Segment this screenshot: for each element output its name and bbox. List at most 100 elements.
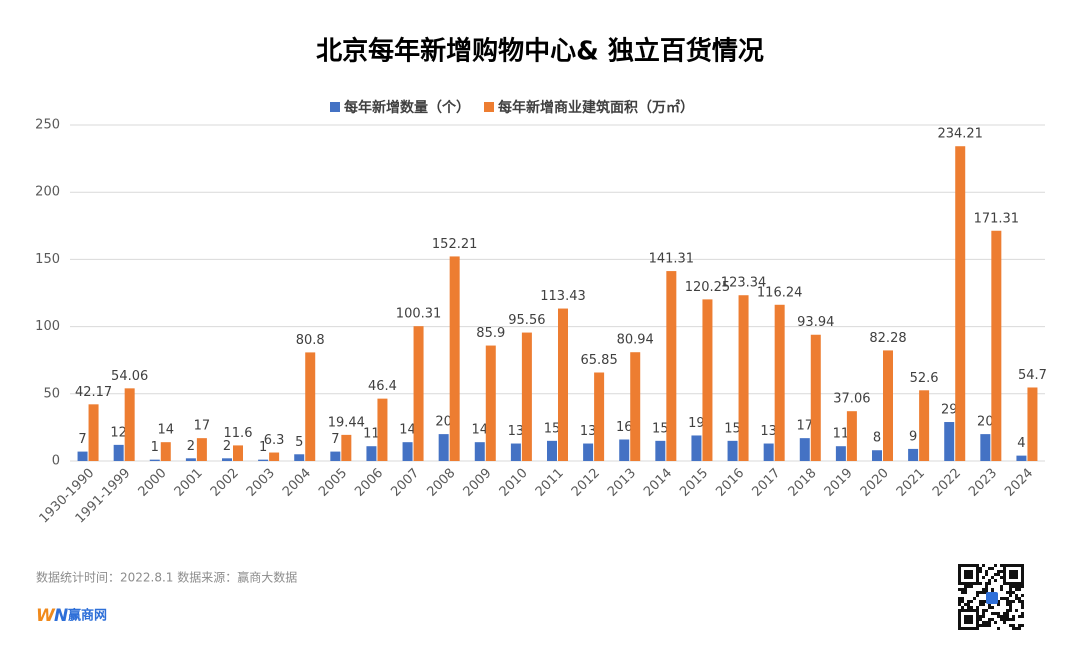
qr-cell xyxy=(958,612,961,615)
x-tick-label: 2012 xyxy=(569,466,603,500)
qr-cell xyxy=(997,573,1000,576)
qr-cell xyxy=(1021,579,1024,582)
qr-cell xyxy=(1009,606,1012,609)
qr-cell xyxy=(1000,576,1003,579)
qr-cell xyxy=(1003,573,1006,576)
qr-cell xyxy=(1006,600,1009,603)
qr-cell xyxy=(991,576,994,579)
qr-cell xyxy=(1009,585,1012,588)
qr-cell xyxy=(958,618,961,621)
qr-cell xyxy=(1003,597,1006,600)
value-label: 11.6 xyxy=(224,426,253,441)
value-label: 93.94 xyxy=(797,315,834,330)
bar xyxy=(655,440,666,461)
value-label: 116.24 xyxy=(757,285,803,300)
qr-cell xyxy=(991,588,994,591)
qr-cell xyxy=(970,570,973,573)
qr-cell xyxy=(982,588,985,591)
qr-cell xyxy=(976,627,979,630)
qr-cell xyxy=(1009,582,1012,585)
value-label: 14 xyxy=(158,423,175,438)
qr-cell xyxy=(964,576,967,579)
value-label: 11 xyxy=(363,427,380,442)
qr-cell xyxy=(958,588,961,591)
qr-cell xyxy=(961,606,964,609)
x-tick-label: 2001 xyxy=(172,466,206,500)
qr-cell xyxy=(970,573,973,576)
qr-cell xyxy=(958,609,961,612)
qr-cell xyxy=(958,567,961,570)
qr-cell xyxy=(1000,585,1003,588)
qr-cell xyxy=(1003,579,1006,582)
qr-cell xyxy=(1015,576,1018,579)
qr-cell xyxy=(976,573,979,576)
qr-cell xyxy=(1006,612,1009,615)
qr-cell xyxy=(958,627,961,630)
qr-cell xyxy=(988,621,991,624)
qr-cell xyxy=(967,618,970,621)
qr-cell xyxy=(985,582,988,585)
qr-cell xyxy=(988,606,991,609)
qr-cell xyxy=(1009,588,1012,591)
qr-cell xyxy=(1003,621,1006,624)
qr-cell xyxy=(979,615,982,618)
qr-cell xyxy=(958,600,961,603)
qr-cell xyxy=(1000,564,1003,567)
qr-cell xyxy=(1012,615,1015,618)
qr-cell xyxy=(979,618,982,621)
qr-cell xyxy=(979,603,982,606)
x-tick-label: 2003 xyxy=(244,466,278,500)
qr-cell xyxy=(985,624,988,627)
qr-cell xyxy=(1003,615,1006,618)
qr-cell xyxy=(976,567,979,570)
bar xyxy=(438,434,449,461)
qr-cell xyxy=(1018,597,1021,600)
value-label: 17 xyxy=(194,419,211,434)
x-tick-label: 2020 xyxy=(858,466,892,500)
bar xyxy=(691,435,702,461)
x-tick-label: 2016 xyxy=(713,466,747,500)
qr-cell xyxy=(982,609,985,612)
qr-cell xyxy=(1015,582,1018,585)
qr-cell xyxy=(970,618,973,621)
value-label: 14 xyxy=(472,423,489,438)
qr-cell xyxy=(961,597,964,600)
x-tick-label: 2024 xyxy=(1002,466,1036,500)
qr-cell xyxy=(961,600,964,603)
qr-cell xyxy=(964,615,967,618)
value-label: 14 xyxy=(399,423,416,438)
chart-title: 北京每年新增购物中心& 独立百货情况 xyxy=(316,36,764,67)
value-label: 9 xyxy=(909,429,917,444)
qr-cell xyxy=(1018,600,1021,603)
value-label: 82.28 xyxy=(869,331,906,346)
qr-cell xyxy=(964,603,967,606)
qr-cell xyxy=(1015,585,1018,588)
qr-cell xyxy=(964,570,967,573)
value-label: 65.85 xyxy=(581,353,618,368)
bar xyxy=(702,299,713,461)
value-label: 11 xyxy=(833,427,850,442)
qr-cell xyxy=(970,582,973,585)
qr-cell xyxy=(994,621,997,624)
bar xyxy=(666,271,677,461)
bar xyxy=(196,438,207,461)
qr-cell xyxy=(1003,564,1006,567)
qr-cell xyxy=(958,603,961,606)
value-label: 141.31 xyxy=(649,252,695,267)
value-label: 234.21 xyxy=(937,127,983,142)
qr-cell xyxy=(1012,627,1015,630)
value-label: 20 xyxy=(435,415,452,430)
qr-cell xyxy=(991,618,994,621)
qr-cell xyxy=(1021,600,1024,603)
x-tick-label: 2007 xyxy=(388,466,422,500)
qr-cell xyxy=(967,600,970,603)
qr-cell xyxy=(967,573,970,576)
value-label: 1 xyxy=(151,440,159,455)
value-label: 29 xyxy=(941,403,958,418)
qr-code xyxy=(956,562,1026,632)
bar xyxy=(294,454,305,461)
qr-cell xyxy=(970,600,973,603)
qr-cell xyxy=(985,609,988,612)
qr-cell xyxy=(1006,582,1009,585)
